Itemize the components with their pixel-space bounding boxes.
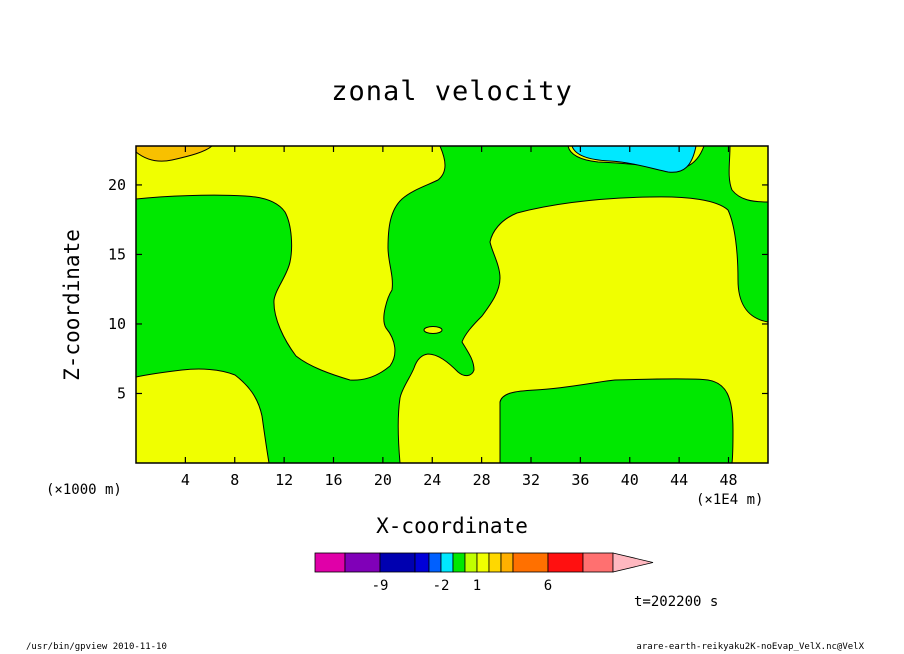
colorbar-tick-label: 1 <box>473 578 481 594</box>
colorbar-segment <box>500 552 514 573</box>
y-ticks: 5 10 15 20 <box>108 176 768 402</box>
x-tick-label: 20 <box>374 471 392 489</box>
y-tick-label: 15 <box>108 245 126 263</box>
colorbar-segment <box>488 552 502 573</box>
colorbar-segment <box>314 552 346 573</box>
colorbar-tick-label: -2 <box>433 578 450 594</box>
green-region-lower-right <box>499 378 734 463</box>
colorbar-tick-label: 6 <box>544 578 552 594</box>
x-axis-unit-right: (×1E4 m) <box>696 492 764 508</box>
colorbar-segment <box>379 552 416 573</box>
x-tick-label: 28 <box>473 471 491 489</box>
x-tick-label: 24 <box>423 471 441 489</box>
y-tick-label: 5 <box>117 384 126 402</box>
colorbar-segment <box>582 552 614 573</box>
colorbar-segment <box>344 552 381 573</box>
colorbar-segment <box>464 552 478 573</box>
time-label: t=202200 s <box>634 594 719 610</box>
x-tick-label: 16 <box>324 471 342 489</box>
chart-title: zonal velocity <box>331 76 573 107</box>
x-tick-label: 44 <box>670 471 688 489</box>
plot-frame <box>135 145 769 464</box>
colorbar-segment <box>512 552 549 573</box>
y-tick-label: 10 <box>108 315 126 333</box>
colorbar-segment <box>414 552 430 573</box>
colorbar-segment <box>452 552 466 573</box>
yellow-eddy <box>423 326 443 334</box>
x-tick-label: 8 <box>230 471 239 489</box>
x-tick-label: 40 <box>621 471 639 489</box>
colorbar-segment <box>440 552 454 573</box>
colorbar-segment <box>547 552 584 573</box>
x-tick-label: 4 <box>181 471 190 489</box>
green-region-main <box>136 146 768 463</box>
x-axis-unit-left: (×1000 m) <box>46 482 122 498</box>
y-tick-label: 20 <box>108 176 126 194</box>
footer-left: /usr/bin/gpview 2010-11-10 <box>26 642 167 652</box>
x-tick-label: 48 <box>719 471 737 489</box>
x-ticks: 4 8 12 16 20 24 28 32 36 40 44 48 <box>181 146 738 489</box>
contour-field <box>136 146 768 463</box>
colorbar-tick-label: -9 <box>372 578 389 594</box>
colorbar-arrow <box>612 552 654 573</box>
x-tick-label: 12 <box>275 471 293 489</box>
x-tick-label: 36 <box>571 471 589 489</box>
x-axis-label: X-coordinate <box>376 514 528 538</box>
orange-region-top-left <box>136 146 213 162</box>
footer-right: arare-earth-reikyaku2K-noEvap_VelX.nc@Ve… <box>636 642 864 652</box>
cyan-region-top <box>571 146 697 173</box>
colorbar-segment <box>476 552 490 573</box>
colorbar-segment <box>428 552 442 573</box>
colorbar: -9 -2 1 6 <box>314 552 654 594</box>
x-tick-label: 32 <box>522 471 540 489</box>
